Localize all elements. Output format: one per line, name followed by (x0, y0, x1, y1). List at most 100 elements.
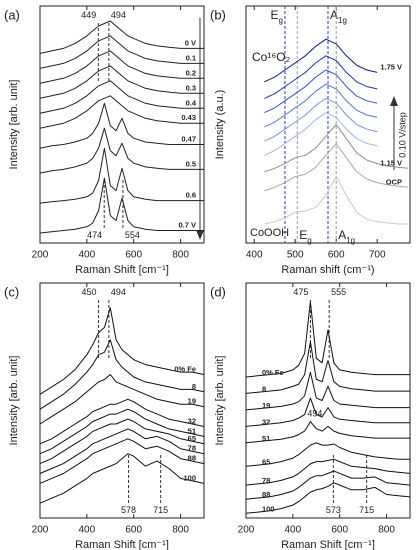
spectrum (245, 421, 410, 444)
series-label: 0.6 (186, 191, 196, 200)
inset-label: Co¹⁶O₂ (252, 50, 291, 64)
series-label: 78 (262, 476, 270, 485)
x-tick-label: 400 (79, 525, 96, 536)
series-label: 32 (188, 416, 196, 425)
y-axis-label: Intensity [arb. unit] (214, 356, 226, 446)
series-label: 0.2 (186, 68, 196, 77)
x-tick-label: 800 (172, 525, 189, 536)
series-label: 0% Fe (262, 368, 284, 377)
panel-label: (b) (210, 7, 226, 22)
series-label: 0.5 (186, 159, 196, 168)
annotation-text: 554 (125, 230, 140, 240)
series-label: 0.4 (186, 98, 197, 107)
spectrum (245, 397, 410, 427)
spectrum (39, 35, 204, 69)
spectrum (39, 438, 205, 484)
panel-label: (c) (4, 284, 19, 299)
spectrum (264, 69, 378, 114)
series-label: 8 (262, 384, 266, 393)
annotation: 494 (111, 287, 126, 297)
series-label: 32 (262, 417, 270, 426)
spectrum (39, 127, 204, 174)
annotation: Eg (270, 8, 282, 24)
spectrum (39, 95, 204, 129)
panel-label: (d) (210, 284, 226, 299)
annotation-text: A (338, 228, 346, 242)
series-label: CoOOH (250, 227, 289, 239)
x-tick-label: 500 (287, 250, 304, 261)
spectrum (264, 97, 378, 142)
annotation: 554 (125, 230, 140, 240)
annotation-text: 715 (153, 505, 168, 515)
x-tick-label: 800 (172, 250, 189, 261)
annotation-text: 715 (359, 505, 374, 515)
annotation-sub: g (307, 236, 311, 245)
annotation: 494 (307, 409, 322, 419)
x-tick-label: 200 (238, 525, 255, 536)
plot-frame (245, 282, 411, 519)
annotation-sub: 1g (338, 16, 347, 25)
series-label: 1.75 V (380, 62, 402, 71)
x-tick-label: 800 (378, 525, 395, 536)
spectrum (39, 307, 205, 395)
series-label: 51 (262, 434, 270, 443)
annotation-text: 474 (87, 230, 102, 240)
annotation-text: 555 (331, 287, 346, 297)
annotation-text: A (330, 8, 338, 22)
series-label: 0.7 V (178, 221, 196, 230)
x-axis-label: Raman Shift [cm⁻¹] (281, 539, 375, 550)
x-tick-label: 200 (32, 525, 49, 536)
series-label: 65 (262, 457, 270, 466)
annotation: 578 (121, 505, 136, 515)
series-label: 0 V (185, 38, 196, 47)
spectrum (39, 339, 205, 410)
x-tick-label: 600 (331, 525, 348, 536)
annotation: 573 (326, 505, 341, 515)
annotation-text: 449 (81, 10, 96, 20)
spectrum (245, 341, 410, 394)
arrow-head (196, 230, 204, 240)
series-label: 100 (262, 504, 275, 513)
spectrum (39, 80, 204, 114)
spectrum (245, 301, 410, 378)
spectrum (264, 83, 378, 128)
x-tick-label: 600 (125, 525, 142, 536)
spectrum (39, 374, 205, 425)
series-label: 0.3 (186, 83, 196, 92)
series-label: 88 (188, 454, 196, 463)
annotation-text: E (299, 228, 307, 242)
x-axis-label: Raman shift (cm⁻¹) (281, 264, 374, 276)
spectrum (39, 177, 204, 234)
series-label: 65 (188, 434, 196, 443)
spectrum (39, 408, 205, 455)
x-tick-label: 400 (246, 250, 263, 261)
x-tick-label: 200 (32, 250, 49, 261)
spectrum (245, 482, 411, 514)
annotation: 475 (293, 287, 308, 297)
spectrum (39, 428, 205, 474)
plot-frame (39, 282, 205, 519)
panel-label: (a) (4, 7, 20, 22)
annotation-text: E (270, 8, 278, 22)
annotation-text: 450 (82, 287, 97, 297)
spectrum (264, 112, 378, 156)
spectrum (264, 124, 409, 173)
series-label: 78 (188, 444, 196, 453)
series-label: 0% Fe (174, 365, 196, 374)
spectrum (39, 50, 204, 84)
y-axis-label: Intensity [arb. unit] (8, 356, 20, 446)
x-axis-label: Raman Shift [cm⁻¹] (75, 264, 169, 276)
series-label: 100 (183, 473, 196, 482)
spectrum (264, 176, 408, 225)
x-tick-label: 400 (285, 525, 302, 536)
series-label: 88 (262, 490, 270, 499)
y-axis-label: Intensity [arb. unit] (8, 80, 20, 170)
spectrum (39, 418, 205, 465)
spectrum (264, 38, 378, 83)
spectrum (39, 453, 205, 504)
spectrum (39, 102, 204, 149)
spectrum (39, 20, 204, 54)
spectrum (264, 143, 409, 192)
plot-frame (39, 5, 205, 244)
series-label: 0.47 (181, 134, 196, 143)
